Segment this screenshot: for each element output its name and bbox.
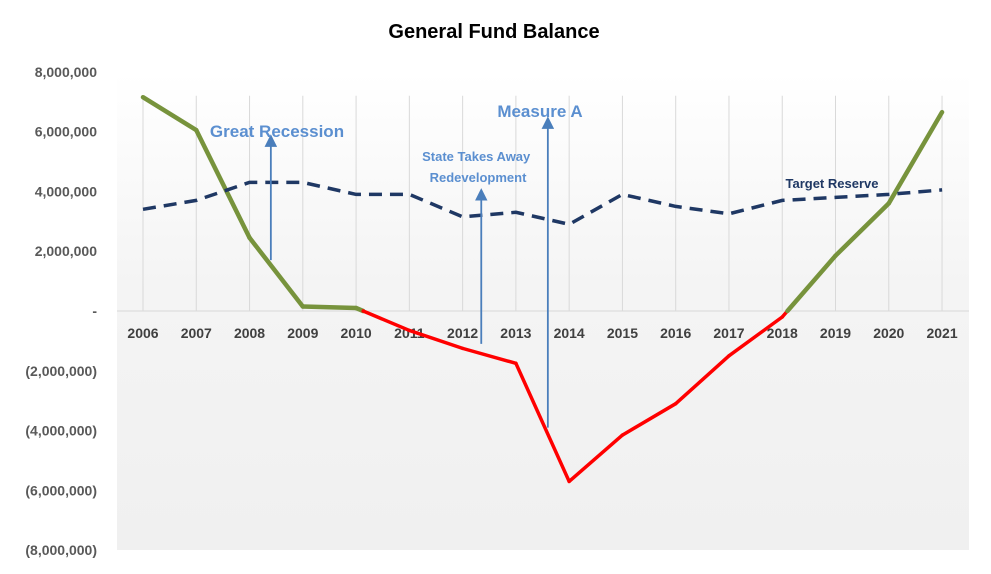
y-tick-label: 8,000,000 (35, 64, 97, 80)
x-tick-label-2014: 2014 (554, 325, 585, 341)
annotation-arrows (264, 116, 555, 428)
fund-balance-segment-2017 (727, 315, 784, 358)
fund-balance-point-2012 (461, 346, 465, 350)
y-axis-ticks: 8,000,000 6,000,000 4,000,000 2,000,000 - (2,… (25, 64, 97, 558)
y-tick-label: (4,000,000) (25, 423, 97, 439)
y-tick-label: 6,000,000 (35, 124, 97, 140)
x-tick-label-2016: 2016 (660, 325, 691, 341)
y-tick-label: 4,000,000 (35, 183, 97, 199)
chart-title: General Fund Balance (388, 21, 599, 43)
fund-balance-segment-2014 (567, 433, 625, 484)
fund-balance-segment-2008 (247, 235, 306, 309)
x-tick-label-2020: 2020 (873, 325, 904, 341)
fund-balance-segment-2016 (673, 354, 731, 406)
fund-balance-segment-2011 (407, 328, 465, 351)
fund-balance-point-2018 (780, 315, 784, 319)
fund-balance-point-2011 (407, 328, 411, 332)
fund-balance-point-2019 (834, 254, 838, 258)
y-tick-label: (2,000,000) (25, 363, 97, 379)
fund-balance-point-2008 (248, 236, 252, 240)
fund-balance-segment-2015 (620, 401, 678, 437)
annotation-state-takes-away: State Takes Away Redevelopment (422, 149, 534, 185)
annotation-state-takes-away-line1: State Takes Away (422, 149, 531, 164)
annotation-great-recession: Great Recession (210, 122, 344, 141)
fund-balance-segment-2010 (361, 309, 412, 333)
fund-balance-segment-2018 (785, 253, 838, 314)
fund-balance-point-2014 (567, 479, 571, 483)
fund-balance-segment-2006 (140, 94, 199, 133)
x-tick-label-2012: 2012 (447, 325, 478, 341)
fund-balance-point-2007 (194, 128, 198, 132)
fund-balance-point-2010 (354, 306, 358, 310)
x-tick-label-2018: 2018 (767, 325, 798, 341)
y-tick-label: (8,000,000) (25, 542, 97, 558)
x-tick-label-2008: 2008 (234, 325, 265, 341)
fund-balance-point-2013 (514, 361, 518, 365)
fund-balance-segment-2019 (833, 201, 892, 258)
fund-balance-point-2017 (727, 354, 731, 358)
fund-balance-segment-2020 (886, 109, 945, 206)
fund-balance-point-2020 (887, 201, 891, 205)
annotation-state-takes-away-line2: Redevelopment (430, 170, 527, 185)
y-tick-label: 2,000,000 (35, 243, 97, 259)
fund-balance-point-2006 (141, 95, 145, 99)
fund-balance-segment-2007 (194, 127, 252, 240)
x-tick-label-2017: 2017 (713, 325, 744, 341)
x-tick-label-2006: 2006 (127, 325, 158, 341)
x-tick-label-2009: 2009 (287, 325, 318, 341)
target-reserve-line (142, 180, 943, 227)
annotation-measure-a: Measure A (497, 102, 582, 121)
fund-balance-point-2015 (620, 433, 624, 437)
y-tick-label: - (92, 303, 97, 319)
fund-balance-segment-2013 (514, 361, 571, 484)
y-tick-label: (6,000,000) (25, 482, 97, 498)
x-tick-label-2015: 2015 (607, 325, 638, 341)
x-tick-label-2010: 2010 (341, 325, 372, 341)
x-tick-label-2013: 2013 (500, 325, 531, 341)
series-lines (140, 94, 945, 484)
x-tick-label-2021: 2021 (926, 325, 957, 341)
fund-balance-point-2016 (674, 402, 678, 406)
x-tick-label-2007: 2007 (181, 325, 212, 341)
fund-balance-segment-2009 (300, 304, 359, 311)
x-tick-label-2019: 2019 (820, 325, 851, 341)
fund-balance-segment-2012 (460, 346, 518, 366)
annotation-target-reserve: Target Reserve (786, 176, 879, 191)
fund-balance-point-2009 (301, 305, 305, 309)
fund-balance-point-2021 (940, 110, 944, 114)
